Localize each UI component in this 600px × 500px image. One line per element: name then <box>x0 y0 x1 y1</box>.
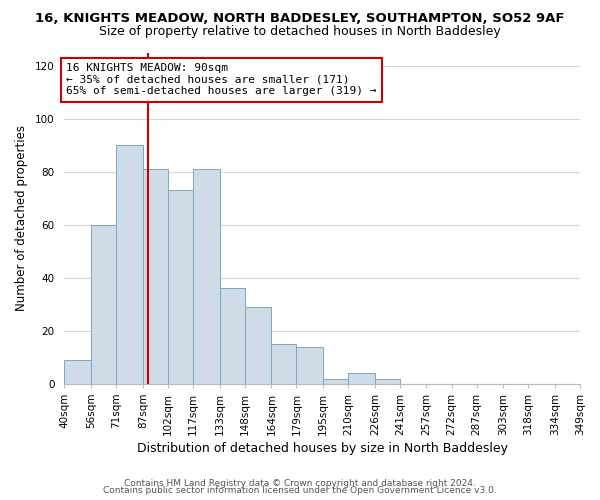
Bar <box>168 190 193 384</box>
Y-axis label: Number of detached properties: Number of detached properties <box>15 125 28 311</box>
Bar <box>91 225 116 384</box>
Text: 16 KNIGHTS MEADOW: 90sqm
← 35% of detached houses are smaller (171)
65% of semi-: 16 KNIGHTS MEADOW: 90sqm ← 35% of detach… <box>66 63 377 96</box>
X-axis label: Distribution of detached houses by size in North Baddesley: Distribution of detached houses by size … <box>137 442 508 455</box>
Bar <box>245 307 271 384</box>
Text: Size of property relative to detached houses in North Baddesley: Size of property relative to detached ho… <box>99 25 501 38</box>
Text: 16, KNIGHTS MEADOW, NORTH BADDESLEY, SOUTHAMPTON, SO52 9AF: 16, KNIGHTS MEADOW, NORTH BADDESLEY, SOU… <box>35 12 565 26</box>
Bar <box>193 169 220 384</box>
Bar <box>64 360 91 384</box>
Text: Contains public sector information licensed under the Open Government Licence v3: Contains public sector information licen… <box>103 486 497 495</box>
Bar <box>143 169 168 384</box>
Bar <box>271 344 296 384</box>
Bar <box>116 146 143 384</box>
Bar <box>296 347 323 384</box>
Bar <box>375 378 400 384</box>
Bar <box>323 378 348 384</box>
Bar <box>348 374 375 384</box>
Bar <box>220 288 245 384</box>
Text: Contains HM Land Registry data © Crown copyright and database right 2024.: Contains HM Land Registry data © Crown c… <box>124 478 476 488</box>
